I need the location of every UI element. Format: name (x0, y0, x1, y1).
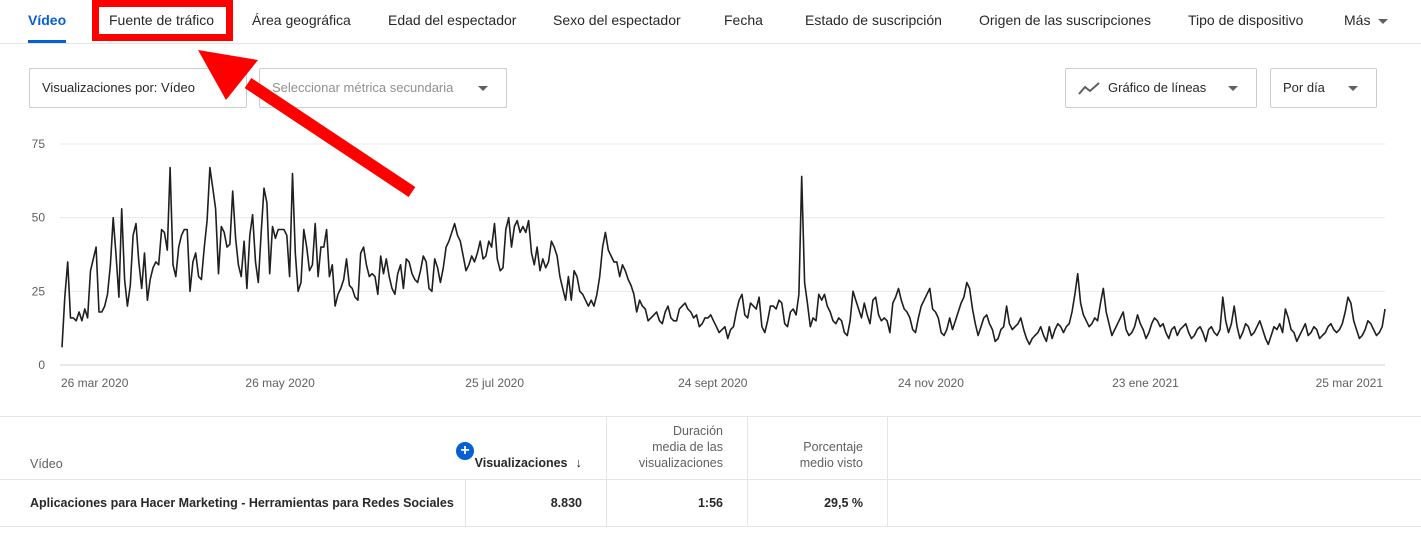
views-value: 8.830 (550, 496, 582, 510)
metric-dropdown-label: Visualizaciones por: Vídeo (42, 80, 195, 95)
tab-more[interactable]: Más (1344, 0, 1389, 44)
tab-traffic-source[interactable]: Fuente de tráfico (109, 0, 214, 44)
tab-label: Fecha (724, 12, 763, 28)
tab-video[interactable]: Vídeo (28, 0, 67, 44)
avg-percent-value: 29,5 % (824, 496, 863, 510)
tab-geography[interactable]: Área geográfica (252, 0, 351, 44)
chevron-down-icon (1378, 18, 1389, 24)
tab-viewer-gender[interactable]: Sexo del espectador (553, 0, 681, 44)
header-avg-percent-line2: medio visto (799, 456, 863, 470)
tab-label: Vídeo (28, 12, 67, 28)
tab-label: Estado de suscripción (805, 12, 942, 28)
y-tick-label: 0 (38, 358, 45, 372)
header-views-col[interactable]: Visualizaciones ↓ (465, 417, 606, 479)
period-label: Por día (1283, 80, 1325, 95)
chevron-down-icon (478, 86, 488, 91)
chart-type-dropdown[interactable]: Gráfico de líneas (1065, 68, 1257, 108)
tab-label: Origen de las suscripciones (979, 12, 1151, 28)
secondary-metric-dropdown[interactable]: Seleccionar métrica secundaria (259, 68, 507, 108)
x-tick-label: 23 ene 2021 (1112, 376, 1179, 390)
avg-duration-value: 1:56 (697, 496, 723, 510)
header-avg-percent-col[interactable]: Porcentaje medio visto (747, 417, 888, 479)
tab-subscription-status[interactable]: Estado de suscripción (805, 0, 942, 44)
plus-icon[interactable]: + (456, 442, 474, 460)
row-views-cell: 8.830 (465, 480, 606, 526)
header-avg-duration-line1: Duración (672, 424, 723, 438)
video-title[interactable]: Aplicaciones para Hacer Marketing - Herr… (30, 496, 454, 510)
views-line-chart: 0 25 50 75 26 mar 2020 26 may 2020 25 jul 202… (32, 137, 1386, 390)
x-tick-label: 26 may 2020 (245, 376, 315, 390)
secondary-metric-placeholder: Seleccionar métrica secundaria (272, 80, 454, 95)
tab-label: Área geográfica (252, 12, 351, 28)
tab-label: Sexo del espectador (553, 12, 681, 28)
views-series-line (61, 166, 1386, 348)
highlight-box (92, 0, 233, 41)
y-tick-label: 25 (32, 284, 46, 298)
header-views: Visualizaciones (474, 456, 568, 470)
y-tick-label: 75 (32, 137, 46, 151)
header-video: Vídeo (30, 457, 63, 471)
table-header: Vídeo + Visualizaciones ↓ Duración media … (0, 416, 1421, 480)
tab-label: Edad del espectador (388, 12, 517, 28)
tab-bar: Vídeo Fuente de tráfico Área geográfica … (0, 0, 1421, 44)
tab-device-type[interactable]: Tipo de dispositivo (1188, 0, 1303, 44)
tab-label: Más (1344, 12, 1371, 28)
line-chart-icon (1078, 81, 1100, 95)
tab-viewer-age[interactable]: Edad del espectador (388, 0, 516, 44)
row-avg-duration-cell: 1:56 (606, 480, 747, 526)
tab-date[interactable]: Fecha (724, 0, 763, 44)
row-title-cell: Aplicaciones para Hacer Marketing - Herr… (30, 480, 465, 526)
header-avg-duration-line3: visualizaciones (638, 456, 723, 470)
x-tick-label: 25 jul 2020 (465, 376, 524, 390)
header-avg-duration-line2: media de las (652, 440, 723, 454)
arrow-down-icon: ↓ (575, 455, 583, 470)
x-tick-label: 24 nov 2020 (898, 376, 964, 390)
tab-label: Tipo de dispositivo (1188, 12, 1304, 28)
x-tick-label: 25 mar 2021 (1316, 376, 1384, 390)
tab-label: Fuente de tráfico (109, 12, 215, 28)
period-dropdown[interactable]: Por día (1270, 68, 1377, 108)
header-video-col: Vídeo (30, 417, 465, 479)
tab-subscription-source[interactable]: Origen de las suscripciones (979, 0, 1151, 44)
metric-dropdown[interactable]: Visualizaciones por: Vídeo (29, 68, 247, 108)
active-tab-indicator (28, 40, 67, 43)
chart-type-label: Gráfico de líneas (1108, 80, 1207, 95)
y-tick-label: 50 (32, 211, 46, 225)
chevron-down-icon (1228, 86, 1238, 91)
row-avg-percent-cell: 29,5 % (747, 480, 888, 526)
header-avg-percent-line1: Porcentaje (803, 440, 863, 454)
header-avg-duration-col[interactable]: Duración media de las visualizaciones (606, 417, 747, 479)
chevron-down-icon (1348, 86, 1358, 91)
x-tick-label: 24 sept 2020 (678, 376, 748, 390)
x-tick-label: 26 mar 2020 (61, 376, 129, 390)
table-row[interactable]: Aplicaciones para Hacer Marketing - Herr… (0, 480, 1421, 527)
